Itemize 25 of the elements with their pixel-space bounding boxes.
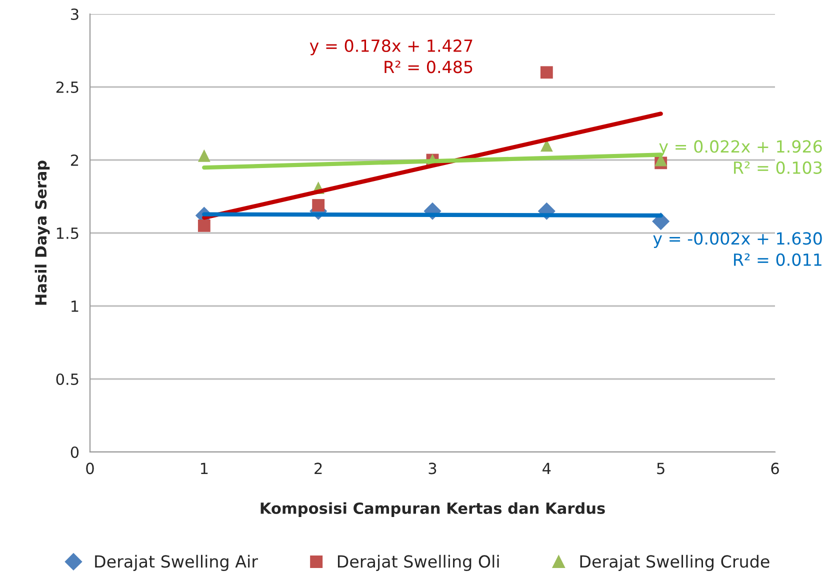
x-tick-label: 2 (314, 462, 322, 474)
point (198, 219, 210, 232)
y-tick-label: 0.5 (56, 373, 78, 386)
x-tick-label: 5 (657, 462, 664, 474)
x-tick-label: 0 (86, 462, 94, 474)
y-tick-label: 0 (70, 446, 79, 458)
y-tick-label: 2 (70, 154, 78, 166)
annotation: y = -0.002x + 1.630 R² = 0.011 (653, 232, 822, 266)
y-axis-title: Hasil Daya Serap (34, 160, 50, 305)
y-tick-label: 1.5 (56, 228, 78, 240)
y-tick-label: 2.5 (56, 81, 78, 94)
point (540, 66, 553, 79)
y-tick-label: 3 (71, 8, 78, 20)
point (312, 199, 325, 212)
x-tick-label: 1 (200, 462, 208, 474)
y-tick-label: 1 (72, 300, 78, 312)
point (198, 149, 210, 162)
x-tick-label: 4 (542, 462, 551, 474)
x-tick-label: 6 (771, 462, 779, 474)
legend-label: Derajat Swelling Oli (338, 554, 499, 571)
x-tick-label: 3 (428, 462, 436, 474)
legend-label: Derajat Swelling Air (95, 554, 258, 571)
annotation: y = 0.178x + 1.427 R² = 0.485 (310, 39, 472, 74)
x-axis-title: Komposisi Campuran Kertas dan Kardus (260, 502, 605, 517)
legend-label: Derajat Swelling Crude (580, 554, 770, 571)
